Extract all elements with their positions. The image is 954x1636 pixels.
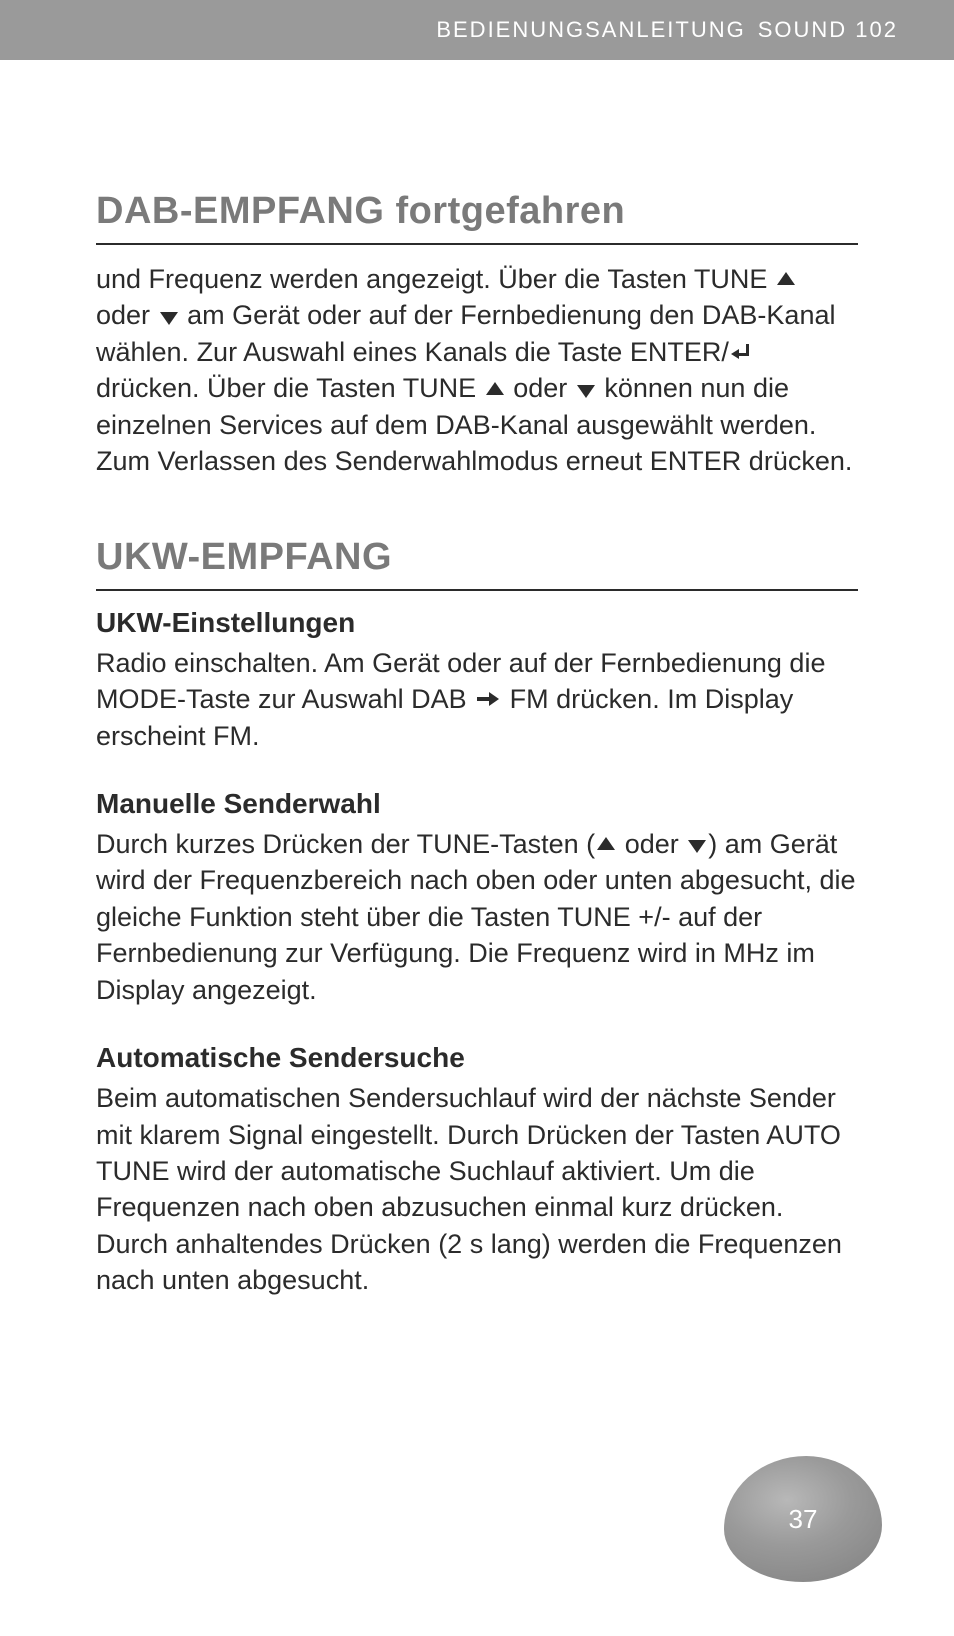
manual-page: BEDIENUNGSANLEITUNG SOUND 102 DAB-EMPFAN… [0,0,954,1636]
dab-paragraph: und Frequenz werden angezeigt. Über die … [96,261,858,480]
header-product: SOUND 102 [758,17,898,43]
triangle-down-icon [688,840,706,853]
manual-text-2: oder [625,829,679,859]
dab-text-1: und Frequenz werden angezeigt. Über die … [96,264,767,294]
manual-text-1: Durch kurzes Drücken der TUNE-Tasten ( [96,829,595,859]
dab-text-4: drücken. Über die Tasten TUNE [96,373,476,403]
triangle-up-icon [486,382,504,395]
arrow-right-icon [477,692,499,706]
page-number: 37 [789,1504,818,1535]
triangle-down-icon [577,385,595,398]
subsection-title-manual: Manuelle Senderwahl [96,788,858,820]
triangle-down-icon [160,312,178,325]
content-area: DAB-EMPFANG fortgefahren und Frequenz we… [96,190,858,1299]
ukw-settings-paragraph: Radio einschalten. Am Gerät oder auf der… [96,645,858,754]
dab-text-2: oder [96,300,150,330]
header-doc-type: BEDIENUNGSANLEITUNG [436,17,745,43]
section-title-ukw: UKW-EMPFANG [96,536,858,591]
section-title-dab: DAB-EMPFANG fortgefahren [96,190,858,245]
enter-icon [731,344,751,362]
triangle-up-icon [777,272,795,285]
dab-text-3: am Gerät oder auf der Fernbedienung den … [96,300,835,366]
page-number-badge: 37 [724,1456,882,1582]
auto-search-paragraph: Beim automatischen Sendersuchlauf wird d… [96,1080,858,1299]
header-bar: BEDIENUNGSANLEITUNG SOUND 102 [0,0,954,60]
triangle-up-icon [597,837,615,850]
manual-tune-paragraph: Durch kurzes Drücken der TUNE-Tasten ( o… [96,826,858,1008]
dab-text-5: oder [513,373,567,403]
subsection-title-settings: UKW-Einstellungen [96,607,858,639]
subsection-title-auto: Automatische Sendersuche [96,1042,858,1074]
